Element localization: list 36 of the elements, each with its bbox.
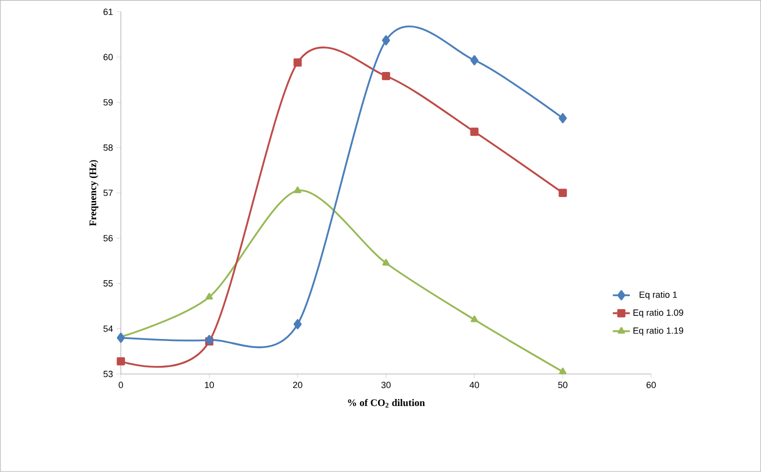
point [116,332,125,343]
y-tick-label: 60 [104,54,113,60]
legend-label: Eq ratio 1.09 [633,309,684,318]
x-tick-label: 50 [558,382,568,388]
point [382,259,390,266]
x-tick-label: 10 [204,382,214,388]
x-tick-label: 40 [470,382,480,388]
point [206,293,213,300]
y-axis-title: Frequency (Hz) [89,160,98,226]
y-tick-label: 56 [103,235,113,242]
point [470,55,478,66]
point [558,188,567,198]
point [382,35,390,46]
point [294,58,302,67]
y-tick-label: 58 [103,144,113,151]
x-tick-label: 20 [293,382,302,388]
x-tick-label: 60 [646,382,656,388]
y-tick-label: 54 [103,326,113,332]
point [382,72,390,80]
point [470,316,478,322]
point [116,357,125,366]
y-tick-label: 53 [103,370,113,378]
y-tick-label: 61 [104,8,113,16]
point [470,128,478,136]
x-axis-title: % of CO$_{2}$ dilution [348,399,425,408]
x-tick-label: 30 [381,382,391,388]
point [559,368,566,374]
point [294,186,302,194]
y-tick-label: 59 [103,99,113,106]
y-tick-label: 55 [103,280,113,287]
legend-label: Eq ratio 1 [640,291,677,300]
point [558,113,567,124]
legend-label: Eq ratio 1.19 [633,327,684,336]
x-tick-label: 0 [118,382,124,388]
point [294,319,302,330]
y-tick-label: 57 [103,190,113,196]
